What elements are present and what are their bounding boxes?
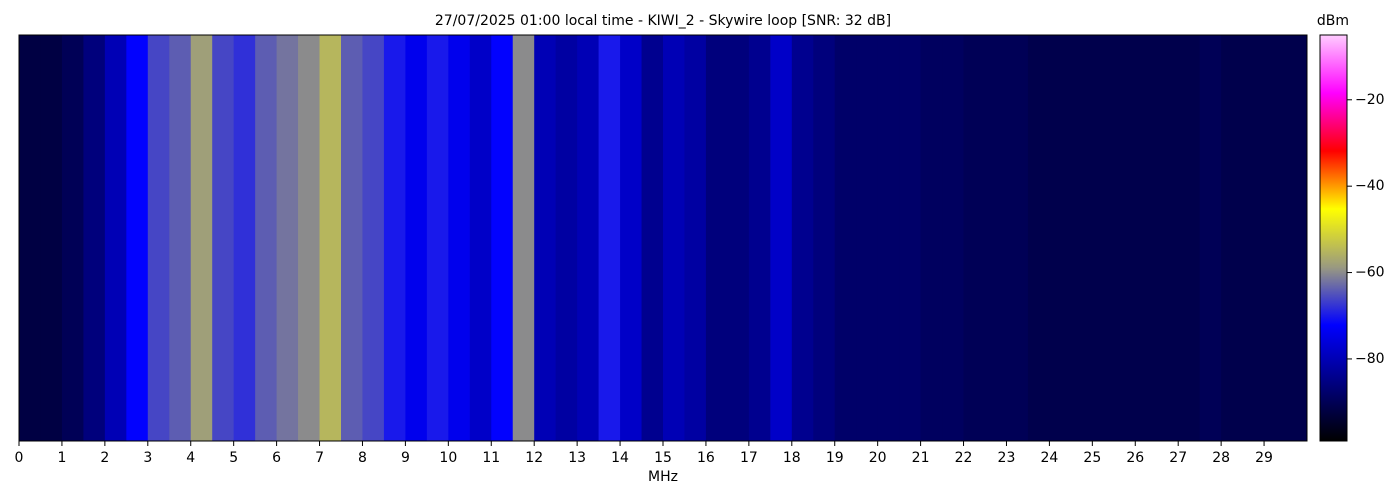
x-tick-label: 8 bbox=[358, 450, 367, 466]
x-tick-label: 0 bbox=[15, 450, 24, 466]
heatmap-cell bbox=[727, 35, 750, 441]
heatmap-cell bbox=[319, 35, 342, 441]
heatmap-cell bbox=[1092, 35, 1115, 441]
heatmap-cell bbox=[942, 35, 965, 441]
x-tick-label: 28 bbox=[1212, 450, 1230, 466]
x-tick-label: 27 bbox=[1169, 450, 1187, 466]
heatmap-cell bbox=[1070, 35, 1093, 441]
x-axis-label: MHz bbox=[648, 469, 678, 485]
heatmap-cell bbox=[748, 35, 771, 441]
x-tick-label: 10 bbox=[439, 450, 457, 466]
heatmap-cell bbox=[620, 35, 643, 441]
heatmap-cell bbox=[813, 35, 836, 441]
heatmap-cell bbox=[190, 35, 213, 441]
heatmap-cell bbox=[104, 35, 127, 441]
x-tick-label: 3 bbox=[143, 450, 152, 466]
x-tick-label: 2 bbox=[100, 450, 109, 466]
x-tick-label: 20 bbox=[869, 450, 887, 466]
colorbar-tick-label: −20 bbox=[1355, 92, 1385, 108]
heatmap-cell bbox=[83, 35, 106, 441]
heatmap-cell bbox=[126, 35, 149, 441]
colorbar-tick-label: −80 bbox=[1355, 351, 1385, 367]
heatmap-cell bbox=[834, 35, 857, 441]
x-tick-label: 7 bbox=[315, 450, 324, 466]
heatmap-cell bbox=[40, 35, 63, 441]
heatmap-cell bbox=[147, 35, 170, 441]
heatmap-cell bbox=[491, 35, 514, 441]
heatmap-cell bbox=[61, 35, 84, 441]
heatmap-cell bbox=[1027, 35, 1050, 441]
heatmap-cell bbox=[1221, 35, 1244, 441]
heatmap-cell bbox=[298, 35, 321, 441]
heatmap-cell bbox=[791, 35, 814, 441]
colorbar-label: dBm bbox=[1317, 13, 1349, 29]
heatmap-cell bbox=[169, 35, 192, 441]
heatmap-cell bbox=[963, 35, 986, 441]
heatmap-cell bbox=[426, 35, 449, 441]
x-tick-label: 23 bbox=[998, 450, 1016, 466]
heatmap-cell bbox=[577, 35, 600, 441]
heatmap-cell bbox=[663, 35, 685, 441]
x-tick-label: 24 bbox=[1040, 450, 1058, 466]
x-tick-label: 25 bbox=[1083, 450, 1101, 466]
heatmap-cell bbox=[1113, 35, 1136, 441]
heatmap-cell bbox=[856, 35, 879, 441]
heatmap-cell bbox=[985, 35, 1007, 441]
heatmap-cell bbox=[899, 35, 922, 441]
heatmap-cell bbox=[598, 35, 621, 441]
x-tick-label: 26 bbox=[1126, 450, 1144, 466]
x-tick-label: 12 bbox=[525, 450, 543, 466]
heatmap-cell bbox=[1156, 35, 1179, 441]
colorbar bbox=[1319, 34, 1348, 442]
heatmap-cell bbox=[1242, 35, 1265, 441]
colorbar-tick-label: −60 bbox=[1355, 265, 1385, 281]
heatmap-cell bbox=[276, 35, 299, 441]
heatmap-cell bbox=[233, 35, 256, 441]
heatmap-cell bbox=[362, 35, 385, 441]
heatmap-cell bbox=[19, 35, 41, 441]
heatmap-cell bbox=[1178, 35, 1201, 441]
heatmap-cell bbox=[1006, 35, 1029, 441]
x-tick-label: 29 bbox=[1255, 450, 1273, 466]
heatmap-cell bbox=[469, 35, 492, 441]
heatmap-cell bbox=[1285, 35, 1308, 441]
heatmap-cell bbox=[212, 35, 235, 441]
chart-title: 27/07/2025 01:00 local time - KIWI_2 - S… bbox=[435, 13, 891, 29]
heatmap-cell bbox=[555, 35, 578, 441]
x-tick-label: 11 bbox=[482, 450, 500, 466]
heatmap-cell bbox=[255, 35, 278, 441]
heatmap-cell bbox=[512, 35, 535, 441]
x-tick-label: 15 bbox=[654, 450, 672, 466]
heatmap-cell bbox=[1049, 35, 1072, 441]
x-tick-label: 19 bbox=[826, 450, 844, 466]
heatmap-cell bbox=[341, 35, 363, 441]
heatmap-cell bbox=[770, 35, 793, 441]
x-tick-label: 6 bbox=[272, 450, 281, 466]
heatmap-cell bbox=[1135, 35, 1158, 441]
heatmap-cell bbox=[1199, 35, 1222, 441]
x-tick-label: 9 bbox=[401, 450, 410, 466]
x-tick-label: 22 bbox=[955, 450, 973, 466]
x-tick-label: 17 bbox=[740, 450, 758, 466]
heatmap-cell bbox=[1264, 35, 1287, 441]
colorbar-tick-label: −40 bbox=[1355, 178, 1385, 194]
heatmap-cell bbox=[534, 35, 557, 441]
heatmap-cell bbox=[877, 35, 900, 441]
x-tick-label: 4 bbox=[186, 450, 195, 466]
heatmap-cell bbox=[641, 35, 664, 441]
heatmap-cell bbox=[920, 35, 943, 441]
x-tick-label: 5 bbox=[229, 450, 238, 466]
x-tick-label: 16 bbox=[697, 450, 715, 466]
heatmap-cell bbox=[705, 35, 728, 441]
heatmap-cell bbox=[684, 35, 707, 441]
heatmap-cell bbox=[383, 35, 406, 441]
x-tick-label: 14 bbox=[611, 450, 629, 466]
x-tick-label: 1 bbox=[57, 450, 66, 466]
x-tick-label: 21 bbox=[912, 450, 930, 466]
x-tick-label: 18 bbox=[783, 450, 801, 466]
x-tick-label: 13 bbox=[568, 450, 586, 466]
heatmap-cell bbox=[405, 35, 428, 441]
heatmap-cell bbox=[448, 35, 471, 441]
